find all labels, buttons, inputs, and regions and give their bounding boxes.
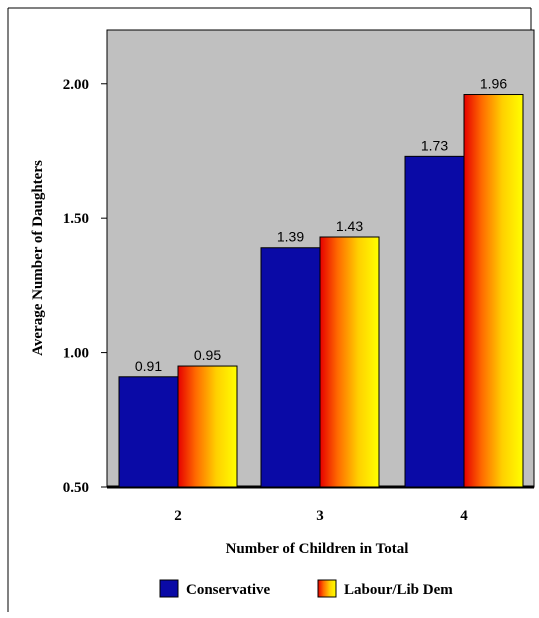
- bar-labour-lib-dem-3: [319, 236, 380, 488]
- legend: Conservative Labour/Lib Dem: [159, 579, 453, 598]
- bar-labour-lib-dem-4: [463, 94, 524, 488]
- bar-conservative-4: [404, 155, 465, 488]
- data-label: 1.39: [277, 229, 304, 245]
- y-tick-label: 2.00: [63, 77, 89, 93]
- data-label: 1.73: [421, 137, 448, 153]
- y-tick-label: 0.50: [63, 480, 89, 496]
- x-tick-label: 4: [460, 508, 468, 524]
- y-tick-label: 1.50: [63, 211, 89, 227]
- bar-labour-lib-dem-2: [177, 365, 238, 488]
- legend-swatch-labour-lib-dem: [317, 579, 337, 598]
- bar-conservative-2: [118, 376, 179, 488]
- y-axis-ticks: 0.50 1.00 1.50 2.00: [63, 77, 107, 496]
- y-axis-title: Average Number of Daughters: [30, 160, 46, 356]
- bars: 0.91 0.95 1.39 1.43 1.73 1.96: [118, 76, 524, 488]
- data-label: 0.91: [135, 358, 162, 374]
- x-tick-label: 3: [316, 508, 324, 524]
- legend-label-labour-lib-dem: Labour/Lib Dem: [344, 582, 453, 598]
- legend-label-conservative: Conservative: [186, 582, 270, 598]
- data-label: 1.96: [480, 76, 507, 92]
- y-tick-label: 1.00: [63, 346, 89, 362]
- x-axis-ticks: 2 3 4: [174, 508, 468, 524]
- bar-conservative-3: [260, 247, 321, 488]
- data-label: 0.95: [194, 347, 221, 363]
- x-axis-title: Number of Children in Total: [226, 541, 409, 557]
- x-tick-label: 2: [174, 508, 182, 524]
- legend-swatch-conservative: [159, 579, 179, 598]
- data-label: 1.43: [336, 218, 363, 234]
